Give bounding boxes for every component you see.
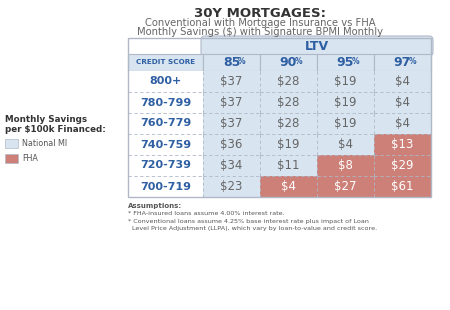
Text: $19: $19 — [334, 96, 357, 109]
Text: Level Price Adjustment (LLPA), which vary by loan-to-value and credit score.: Level Price Adjustment (LLPA), which var… — [128, 226, 377, 231]
Text: CREDIT SCORE: CREDIT SCORE — [136, 60, 195, 65]
Text: * FHA-insured loans assume 4.00% interest rate.: * FHA-insured loans assume 4.00% interes… — [128, 211, 284, 216]
Text: Monthly Savings ($) with Signature BPMI Monthly: Monthly Savings ($) with Signature BPMI … — [137, 27, 383, 37]
Text: Monthly Savings: Monthly Savings — [5, 115, 87, 124]
Bar — [128, 92, 203, 113]
Bar — [203, 134, 260, 155]
Text: $37: $37 — [220, 96, 243, 109]
Bar — [374, 54, 431, 71]
Text: $4: $4 — [338, 138, 353, 151]
Text: %: % — [352, 57, 360, 66]
Text: $29: $29 — [391, 159, 414, 172]
Text: Assumptions:: Assumptions: — [128, 203, 182, 209]
Bar — [374, 92, 431, 113]
Bar — [374, 113, 431, 134]
Text: $61: $61 — [391, 180, 414, 193]
Text: National MI: National MI — [22, 139, 67, 148]
Text: $23: $23 — [220, 180, 243, 193]
Text: $36: $36 — [220, 138, 243, 151]
Bar — [374, 71, 431, 92]
Bar — [260, 54, 317, 71]
Text: 740-759: 740-759 — [140, 140, 191, 149]
Text: 700-719: 700-719 — [140, 181, 191, 192]
Text: $13: $13 — [392, 138, 414, 151]
Bar — [317, 71, 374, 92]
Bar — [317, 155, 374, 176]
Bar — [317, 54, 374, 71]
Bar — [374, 155, 431, 176]
Bar — [128, 54, 203, 71]
Bar — [128, 134, 203, 155]
Text: %: % — [238, 57, 246, 66]
Text: 780-799: 780-799 — [140, 98, 191, 108]
Text: 90: 90 — [280, 56, 297, 69]
Text: per $100k Financed:: per $100k Financed: — [5, 125, 106, 134]
Text: Conventional with Mortgage Insurance vs FHA: Conventional with Mortgage Insurance vs … — [145, 18, 375, 28]
Text: 800+: 800+ — [149, 77, 182, 86]
Text: 720-739: 720-739 — [140, 161, 191, 171]
Bar — [128, 155, 203, 176]
Bar — [260, 92, 317, 113]
Text: 85: 85 — [223, 56, 240, 69]
Text: $19: $19 — [277, 138, 300, 151]
Text: * Conventional loans assume 4.25% base interest rate plus impact of Loan: * Conventional loans assume 4.25% base i… — [128, 219, 369, 224]
Bar — [203, 71, 260, 92]
Bar — [5, 139, 18, 148]
Bar — [260, 176, 317, 197]
Bar — [317, 113, 374, 134]
Text: 30Y MORTGAGES:: 30Y MORTGAGES: — [194, 7, 326, 20]
Text: $28: $28 — [277, 117, 300, 130]
Bar — [128, 113, 203, 134]
Bar — [374, 134, 431, 155]
Text: $34: $34 — [220, 159, 243, 172]
Text: $37: $37 — [220, 117, 243, 130]
Text: $4: $4 — [395, 96, 410, 109]
Bar — [203, 92, 260, 113]
Bar — [260, 71, 317, 92]
Bar — [260, 155, 317, 176]
Text: $8: $8 — [338, 159, 353, 172]
Bar — [260, 134, 317, 155]
Text: %: % — [409, 57, 417, 66]
Bar — [128, 71, 203, 92]
Text: 97: 97 — [394, 56, 411, 69]
Text: FHA: FHA — [22, 154, 38, 163]
Bar — [317, 176, 374, 197]
Bar — [5, 154, 18, 163]
Text: $28: $28 — [277, 75, 300, 88]
Text: $27: $27 — [334, 180, 357, 193]
Bar — [203, 155, 260, 176]
Bar — [260, 113, 317, 134]
Bar — [203, 113, 260, 134]
Bar — [203, 176, 260, 197]
Text: %: % — [295, 57, 302, 66]
Bar — [128, 38, 431, 197]
Bar — [128, 176, 203, 197]
Text: $28: $28 — [277, 96, 300, 109]
Text: $37: $37 — [220, 75, 243, 88]
Text: $19: $19 — [334, 75, 357, 88]
Text: $4: $4 — [395, 75, 410, 88]
Bar — [203, 54, 260, 71]
Text: LTV: LTV — [305, 39, 329, 52]
Text: 95: 95 — [337, 56, 354, 69]
Text: $4: $4 — [281, 180, 296, 193]
Text: $19: $19 — [334, 117, 357, 130]
Text: $4: $4 — [395, 117, 410, 130]
FancyBboxPatch shape — [201, 36, 433, 56]
Bar — [317, 92, 374, 113]
Text: $11: $11 — [277, 159, 300, 172]
Bar — [374, 176, 431, 197]
Bar — [317, 134, 374, 155]
Text: 760-779: 760-779 — [140, 118, 191, 129]
